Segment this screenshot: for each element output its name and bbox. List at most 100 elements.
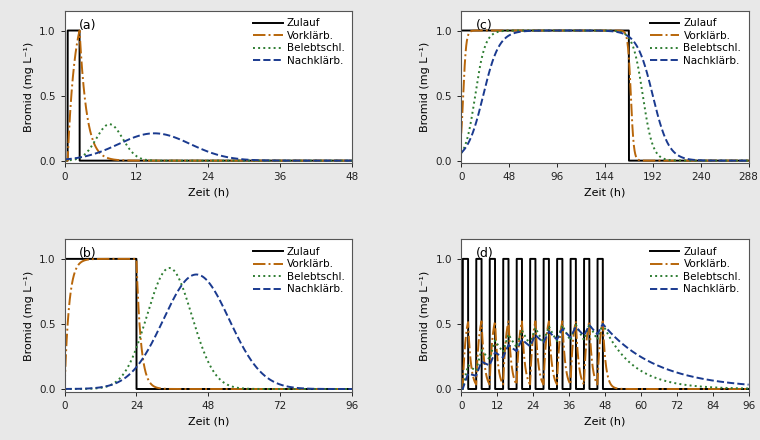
Belebtschl. (170, 268, 179, 274)
Zulauf (565, 28, 574, 33)
Vorklärb. (457, 386, 466, 392)
Vorklärb. (565, 28, 574, 33)
Zulauf (170, 386, 179, 392)
Belebtschl. (233, 158, 242, 163)
Legend: Zulauf, Vorklärb., Belebtschl., Nachklärb.: Zulauf, Vorklärb., Belebtschl., Nachklär… (249, 14, 349, 70)
Nachklärb. (627, 348, 636, 353)
Nachklärb. (598, 321, 607, 326)
Nachklärb. (347, 386, 356, 392)
Line: Zulauf: Zulauf (65, 259, 352, 389)
Zulauf (585, 28, 594, 33)
Nachklärb. (296, 385, 306, 391)
Nachklärb. (457, 386, 466, 392)
Belebtschl. (112, 127, 122, 132)
Vorklärb. (742, 158, 751, 163)
Belebtschl. (457, 386, 466, 392)
Vorklärb. (247, 158, 256, 163)
Y-axis label: Bromid (mg L⁻¹): Bromid (mg L⁻¹) (420, 270, 430, 361)
Vorklärb. (233, 386, 242, 392)
Line: Nachklärb.: Nachklärb. (65, 133, 352, 161)
Zulauf (527, 28, 536, 33)
Vorklärb. (233, 158, 242, 163)
Y-axis label: Bromid (mg L⁻¹): Bromid (mg L⁻¹) (24, 42, 33, 132)
Vorklärb. (296, 386, 306, 392)
Zulauf (233, 158, 242, 163)
Zulauf (525, 28, 534, 33)
Belebtschl. (170, 158, 179, 163)
Text: (a): (a) (79, 18, 97, 32)
Zulauf (112, 256, 122, 261)
Belebtschl. (744, 158, 753, 163)
Nachklärb. (247, 358, 256, 363)
X-axis label: Zeit (h): Zeit (h) (188, 416, 229, 426)
Vorklärb. (670, 386, 679, 392)
Line: Vorklärb.: Vorklärb. (461, 321, 749, 389)
Vorklärb. (170, 386, 179, 392)
Zulauf (247, 386, 256, 392)
Nachklärb. (457, 150, 466, 155)
Belebtschl. (296, 158, 306, 163)
Zulauf (627, 386, 636, 392)
Vorklärb. (347, 158, 356, 163)
Vorklärb. (274, 158, 283, 163)
Nachklärb. (112, 380, 122, 385)
Belebtschl. (561, 328, 570, 334)
Belebtschl. (247, 386, 256, 392)
Line: Vorklärb.: Vorklärb. (65, 30, 352, 161)
Nachklärb. (296, 158, 306, 163)
Nachklärb. (565, 28, 574, 33)
Belebtschl. (744, 386, 753, 391)
Belebtschl. (347, 386, 356, 392)
Belebtschl. (639, 370, 648, 375)
Belebtschl. (742, 158, 751, 163)
Zulauf (457, 28, 466, 33)
Nachklärb. (247, 157, 256, 162)
Zulauf (561, 386, 570, 392)
Zulauf (170, 158, 179, 163)
Zulauf (233, 386, 242, 392)
Zulauf (112, 158, 122, 163)
Zulauf (347, 158, 356, 163)
Line: Nachklärb.: Nachklärb. (461, 324, 749, 389)
Nachklärb. (233, 156, 242, 161)
Legend: Zulauf, Vorklärb., Belebtschl., Nachklärb.: Zulauf, Vorklärb., Belebtschl., Nachklär… (646, 242, 746, 299)
Zulauf (296, 158, 306, 163)
Vorklärb. (527, 28, 536, 33)
Line: Zulauf: Zulauf (65, 30, 352, 161)
Vorklärb. (60, 158, 69, 163)
Belebtschl. (565, 28, 574, 33)
Belebtschl. (685, 383, 694, 388)
Zulauf (132, 386, 141, 392)
Zulauf (524, 28, 533, 33)
Vorklärb. (274, 386, 283, 392)
Vorklärb. (112, 157, 122, 162)
Nachklärb. (525, 28, 534, 33)
Line: Belebtschl.: Belebtschl. (65, 268, 352, 389)
Vorklärb. (347, 386, 356, 392)
Line: Belebtschl.: Belebtschl. (65, 124, 352, 161)
Y-axis label: Bromid (mg L⁻¹): Bromid (mg L⁻¹) (24, 270, 33, 361)
Vorklärb. (525, 28, 534, 33)
Zulauf (247, 158, 256, 163)
Zulauf (60, 158, 69, 163)
Nachklärb. (563, 28, 572, 33)
Vorklärb. (744, 386, 753, 392)
Vorklärb. (247, 386, 256, 392)
Text: (c): (c) (476, 18, 492, 32)
Vorklärb. (177, 386, 186, 392)
Vorklärb. (524, 28, 533, 33)
Nachklärb. (471, 373, 480, 378)
Nachklärb. (192, 272, 201, 277)
Line: Zulauf: Zulauf (461, 30, 749, 161)
Nachklärb. (744, 158, 753, 163)
Nachklärb. (150, 131, 159, 136)
Belebtschl. (471, 368, 480, 373)
Belebtschl. (105, 121, 114, 127)
Belebtschl. (296, 386, 306, 392)
Belebtschl. (112, 378, 122, 384)
Zulauf (744, 386, 753, 392)
Nachklärb. (527, 28, 536, 33)
Belebtschl. (524, 28, 533, 33)
Vorklärb. (457, 131, 466, 136)
Vorklärb. (561, 361, 570, 366)
